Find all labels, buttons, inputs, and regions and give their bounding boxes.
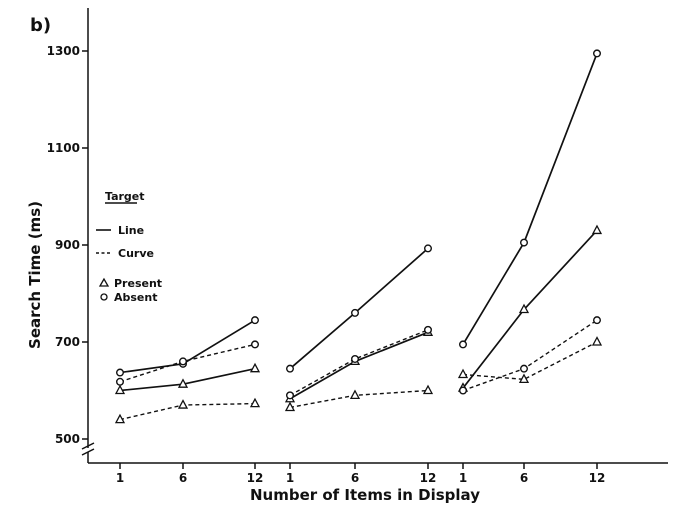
data-point-absent-line <box>424 244 433 253</box>
panel-label: b) <box>30 15 51 36</box>
series-curve-absent-line <box>289 329 429 396</box>
data-point-present-curve <box>284 401 296 412</box>
data-point-absent-curve <box>250 340 259 349</box>
legend-absent-label: Absent <box>114 291 157 304</box>
data-point-present-line <box>518 303 530 314</box>
legend-present-label: Present <box>114 277 162 290</box>
data-point-present-curve <box>114 413 126 424</box>
data-point-absent-line <box>459 340 468 349</box>
data-point-present-curve <box>177 399 189 409</box>
data-point-present-curve <box>349 389 361 400</box>
axes: 500 700 900 1100 1300 1 6 12 1 6 12 1 6 12 <box>47 8 668 485</box>
data-point-absent-line <box>115 368 124 377</box>
data-point-absent-curve <box>593 316 602 325</box>
data-point-absent-curve <box>115 377 124 386</box>
data-point-present-curve <box>591 336 603 346</box>
y-tick-label: 700 <box>55 335 80 349</box>
x-tick-label: 1 <box>459 471 467 485</box>
data-point-absent-curve <box>520 364 529 373</box>
data-point-present-line <box>249 362 261 373</box>
y-tick-label: 1100 <box>47 141 80 155</box>
series-line-absent-line <box>289 247 429 370</box>
y-tick-label: 500 <box>55 432 80 446</box>
data-point-present-line <box>591 224 603 235</box>
series-curve-present-line <box>119 402 256 421</box>
x-tick-label: 6 <box>179 471 187 485</box>
data-point-absent-curve <box>286 391 295 400</box>
x-tick-label: 6 <box>351 471 359 485</box>
data-point-present-curve <box>249 397 261 408</box>
data-point-absent-curve <box>424 325 433 334</box>
x-tick-label: 12 <box>247 471 264 485</box>
data-point-present-curve <box>422 384 434 395</box>
series-line-absent-line <box>119 319 256 374</box>
data-point-absent-curve <box>459 386 468 395</box>
y-tick-label: 900 <box>55 238 80 252</box>
data-point-absent-line <box>520 238 529 247</box>
data-point-absent-line <box>351 308 360 317</box>
data-point-absent-curve <box>351 354 360 363</box>
x-tick-label: 6 <box>520 471 528 485</box>
plot-area <box>114 49 603 424</box>
x-tick-label: 12 <box>589 471 606 485</box>
data-point-absent-curve <box>178 357 187 366</box>
x-tick-label: 1 <box>116 471 124 485</box>
y-tick-label: 1300 <box>47 44 80 58</box>
y-axis-title: Search Time (ms) <box>26 201 44 349</box>
x-axis-title: Number of Items in Display <box>250 486 480 504</box>
legend-line-label: Line <box>118 224 144 237</box>
legend-title: Target <box>105 190 145 203</box>
data-point-present-line <box>177 378 189 388</box>
axis-break-mark <box>81 442 95 450</box>
series-curve-absent-line <box>462 319 598 392</box>
axis-break-mark <box>81 448 95 456</box>
x-tick-label: 1 <box>286 471 294 485</box>
data-point-present-line <box>114 384 126 395</box>
x-tick-label: 12 <box>420 471 437 485</box>
legend: Target Line Curve Present Absent <box>96 190 162 304</box>
data-point-present-curve <box>518 373 530 383</box>
legend-curve-label: Curve <box>118 247 154 260</box>
data-point-absent-line <box>250 316 259 325</box>
data-point-present-curve <box>457 368 469 379</box>
legend-present-marker <box>98 277 110 287</box>
legend-absent-marker <box>100 293 108 301</box>
series-line-absent-line <box>462 53 598 345</box>
series-curve-absent-line <box>119 343 256 383</box>
series-curve-present-line <box>462 341 598 381</box>
series-line-present-line <box>289 331 429 400</box>
data-point-absent-line <box>286 364 295 373</box>
data-point-absent-line <box>593 49 602 58</box>
